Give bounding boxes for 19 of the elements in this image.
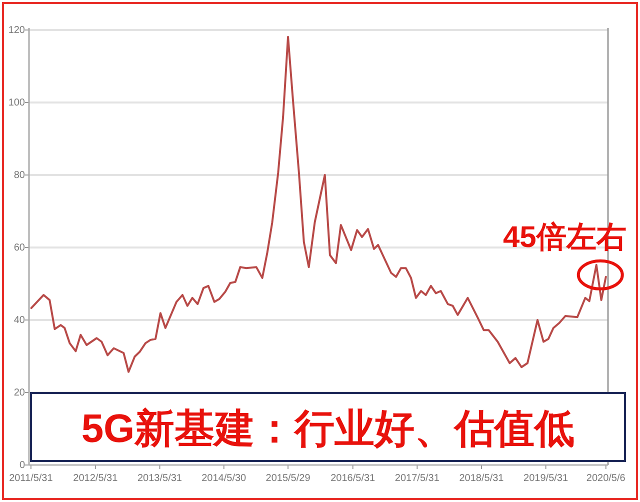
x-tick-label: 2019/5/31 — [524, 473, 568, 484]
x-tick-label: 2016/5/31 — [330, 473, 376, 484]
x-tick-label: 2017/5/31 — [394, 473, 440, 484]
x-tick-label: 2014/5/30 — [202, 473, 247, 484]
x-tick-label: 2011/5/31 — [9, 473, 54, 484]
x-tick-label: 2018/5/31 — [459, 473, 504, 484]
y-tick-label: 80 — [14, 170, 26, 181]
annotation: 5G新基建：行业好、估值低 — [81, 407, 575, 451]
y-tick-label: 100 — [8, 98, 26, 108]
y-tick-label: 20 — [14, 388, 26, 398]
x-tick-label: 2012/5/31 — [73, 473, 118, 484]
y-tick-label: 60 — [14, 242, 26, 254]
x-tick-label: 2013/5/31 — [137, 473, 182, 484]
x-tick-label: 2020/5/6 — [586, 473, 626, 484]
x-tick-label: 2015/5/29 — [266, 473, 311, 484]
annotation: 45倍左右 — [502, 220, 626, 254]
y-tick-label: 0 — [19, 460, 26, 471]
y-tick-label: 40 — [14, 315, 26, 326]
y-tick-label: 120 — [8, 25, 26, 36]
